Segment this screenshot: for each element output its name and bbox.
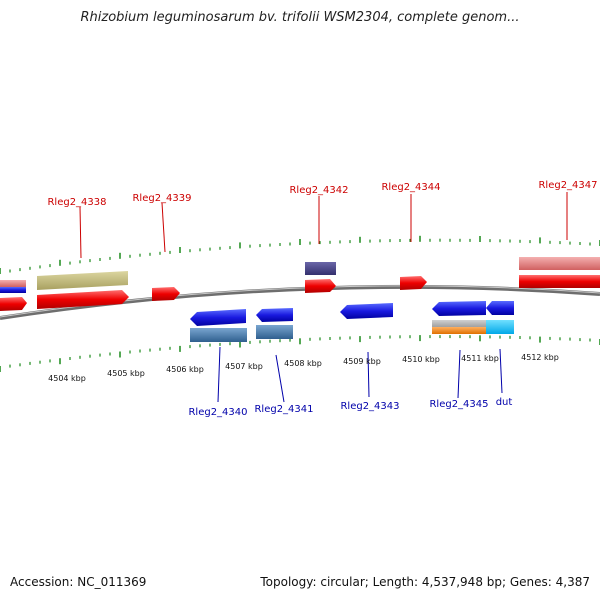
gene-feature[interactable] bbox=[37, 271, 128, 290]
scale-label: 4505 kbp bbox=[107, 369, 145, 378]
gene-feature[interactable] bbox=[486, 320, 514, 334]
gene-feature[interactable] bbox=[152, 287, 180, 301]
gene-label[interactable]: Rleg2_4342 bbox=[289, 185, 348, 196]
gene-label[interactable]: Rleg2_4339 bbox=[132, 193, 191, 204]
gene-feature[interactable] bbox=[400, 276, 427, 290]
forward-strand-features bbox=[0, 257, 600, 311]
gene-feature[interactable] bbox=[0, 280, 26, 287]
gene-feature[interactable] bbox=[305, 279, 336, 293]
gene-feature[interactable] bbox=[190, 309, 246, 326]
gene-feature[interactable] bbox=[432, 320, 486, 327]
upper-tick-arc bbox=[0, 235, 600, 274]
gene-feature[interactable] bbox=[37, 290, 129, 309]
label-leader-line bbox=[275, 354, 285, 403]
gene-label[interactable]: Rleg2_4345 bbox=[429, 399, 488, 410]
scale-label: 4511 kbp bbox=[461, 354, 499, 363]
label-leader-line bbox=[217, 346, 221, 403]
gene-feature[interactable] bbox=[0, 287, 26, 293]
gene-feature[interactable] bbox=[519, 257, 600, 270]
gene-feature[interactable] bbox=[256, 308, 293, 322]
gene-feature[interactable] bbox=[305, 262, 336, 275]
gene-label[interactable]: Rleg2_4343 bbox=[340, 401, 399, 412]
scale-label: 4507 kbp bbox=[225, 362, 263, 371]
scale-label: 4508 kbp bbox=[284, 359, 322, 368]
scale-label: 4506 kbp bbox=[166, 365, 204, 374]
accession-text: Accession: NC_011369 bbox=[10, 575, 147, 589]
scale-label: 4504 kbp bbox=[48, 374, 86, 383]
gene-label[interactable]: Rleg2_4347 bbox=[538, 180, 597, 191]
gene-label[interactable]: dut bbox=[496, 397, 513, 408]
gene-label[interactable]: Rleg2_4340 bbox=[188, 407, 247, 418]
gene-feature[interactable] bbox=[0, 297, 27, 311]
gene-feature[interactable] bbox=[190, 328, 247, 342]
gene-feature[interactable] bbox=[432, 301, 486, 316]
label-leader-line bbox=[457, 349, 461, 399]
scale-label: 4512 kbp bbox=[521, 353, 559, 362]
reverse-strand-features bbox=[190, 301, 514, 342]
gene-label[interactable]: Rleg2_4341 bbox=[254, 404, 313, 415]
forward-gene-labels: Rleg2_4338 Rleg2_4339 Rleg2_4342 Rleg2_4… bbox=[47, 180, 598, 259]
genome-title: Rhizobium leguminosarum bv. trifolii WSM… bbox=[80, 10, 520, 25]
gene-label[interactable]: Rleg2_4338 bbox=[47, 197, 106, 208]
label-leader-line bbox=[367, 351, 370, 398]
label-leader-line bbox=[79, 206, 82, 259]
gene-label[interactable]: Rleg2_4344 bbox=[381, 182, 440, 193]
gene-feature[interactable] bbox=[432, 327, 486, 334]
lower-tick-arc bbox=[0, 335, 600, 372]
scale-labels: 4504 kbp 4505 kbp 4506 kbp 4507 kbp 4508… bbox=[48, 353, 559, 383]
gene-feature[interactable] bbox=[486, 301, 514, 315]
gene-feature[interactable] bbox=[256, 325, 293, 339]
genome-backbone bbox=[0, 284, 600, 320]
gene-feature[interactable] bbox=[519, 275, 600, 288]
label-leader-line bbox=[499, 348, 503, 394]
reverse-gene-labels: Rleg2_4340 Rleg2_4341 Rleg2_4343 Rleg2_4… bbox=[188, 346, 513, 418]
genome-summary-text: Topology: circular; Length: 4,537,948 bp… bbox=[260, 575, 590, 589]
scale-label: 4509 kbp bbox=[343, 357, 381, 366]
scale-label: 4510 kbp bbox=[402, 355, 440, 364]
gene-feature[interactable] bbox=[340, 303, 393, 319]
label-leader-line bbox=[161, 202, 166, 253]
